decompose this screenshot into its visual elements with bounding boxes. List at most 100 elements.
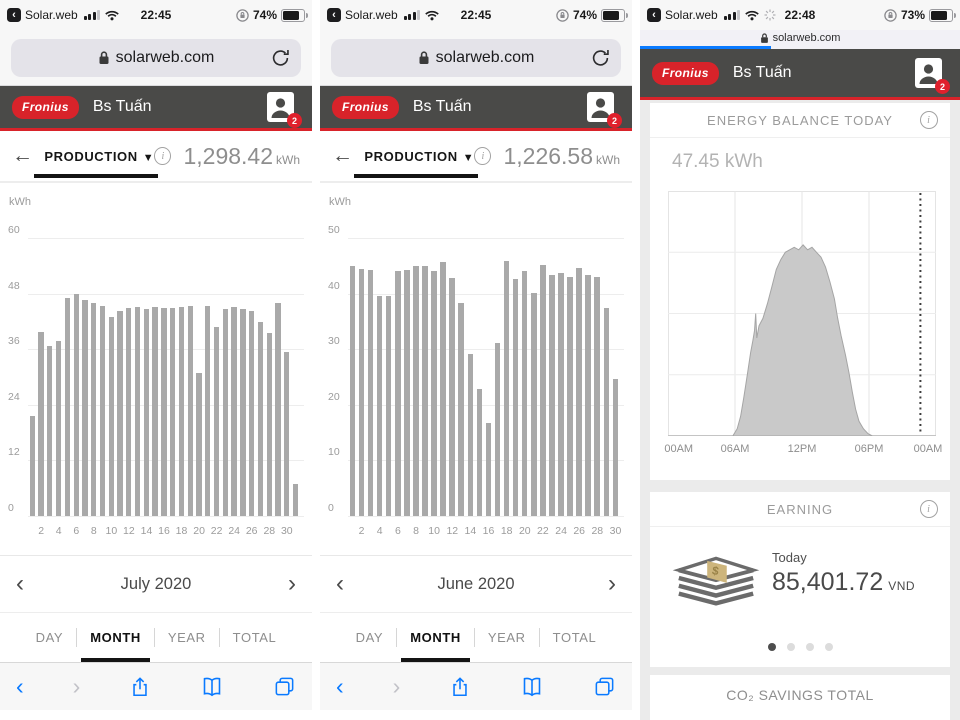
bar-day-24[interactable] — [231, 307, 237, 516]
back-arrow-icon[interactable]: ← — [332, 144, 353, 167]
compact-url-bar[interactable]: solarweb.com — [640, 30, 960, 46]
bar-day-5[interactable] — [385, 295, 392, 516]
safari-back-button[interactable]: ‹ — [16, 673, 24, 699]
bar-day-26[interactable] — [248, 311, 255, 516]
tab-day[interactable]: DAY — [35, 630, 64, 645]
bar-day-5[interactable] — [64, 297, 71, 516]
profile-button[interactable]: 2 — [587, 92, 622, 128]
tab-day[interactable]: DAY — [355, 630, 384, 645]
bar-day-8[interactable] — [413, 265, 419, 516]
bar-day-17[interactable] — [494, 343, 501, 516]
next-month-button[interactable]: › — [608, 570, 616, 597]
carousel-dot[interactable] — [786, 643, 795, 651]
bar-day-15[interactable] — [152, 307, 158, 516]
tab-year[interactable]: YEAR — [153, 628, 219, 647]
bar-day-11[interactable] — [117, 311, 123, 516]
safari-back-button[interactable]: ‹ — [336, 673, 344, 699]
bar-day-1[interactable] — [349, 266, 356, 516]
bar-day-9[interactable] — [422, 265, 428, 516]
bar-day-25[interactable] — [240, 308, 246, 516]
info-icon[interactable] — [920, 500, 938, 518]
info-icon[interactable] — [474, 147, 492, 165]
chart-plot-area[interactable]: 50 40 30 20 10 0 2 4 6 8 10 12 14 16 18 20 22 24 26 28 30 — [328, 224, 624, 537]
bar-day-29[interactable] — [603, 308, 610, 516]
bar-day-13[interactable] — [134, 307, 141, 516]
bar-day-18[interactable] — [178, 307, 185, 516]
chart-plot-area[interactable]: 60 48 36 24 12 0 2 4 6 8 10 12 14 16 18 20 22 24 26 28 30 — [8, 224, 304, 537]
bar-day-14[interactable] — [143, 308, 149, 516]
bar-day-6[interactable] — [395, 271, 401, 516]
bookmarks-icon[interactable] — [200, 675, 224, 699]
bar-day-23[interactable] — [549, 274, 555, 516]
bar-day-15[interactable] — [476, 389, 483, 516]
bar-day-22[interactable] — [540, 265, 546, 516]
bar-day-4[interactable] — [55, 340, 62, 516]
bar-day-8[interactable] — [91, 302, 97, 516]
tab-month[interactable]: MONTH — [396, 628, 474, 662]
bar-day-16[interactable] — [485, 422, 492, 516]
info-icon[interactable] — [920, 111, 938, 129]
bar-day-27[interactable] — [585, 274, 591, 516]
safari-forward-button[interactable]: › — [72, 673, 81, 699]
bar-day-4[interactable] — [376, 296, 383, 516]
bar-day-9[interactable] — [99, 306, 106, 516]
bar-day-25[interactable] — [567, 276, 573, 516]
url-field[interactable]: solarweb.com — [11, 38, 301, 77]
bar-day-12[interactable] — [449, 278, 455, 516]
bar-day-26[interactable] — [576, 268, 582, 516]
profile-button[interactable]: 2 — [267, 92, 302, 128]
bar-day-28[interactable] — [266, 332, 272, 516]
bookmarks-icon[interactable] — [520, 675, 544, 699]
prev-month-button[interactable]: ‹ — [16, 570, 24, 597]
bar-day-10[interactable] — [108, 317, 114, 516]
carousel-dot[interactable] — [805, 643, 814, 651]
bar-day-27[interactable] — [257, 321, 264, 516]
bar-day-19[interactable] — [512, 278, 519, 516]
bar-day-29[interactable] — [275, 302, 281, 516]
bar-day-1[interactable] — [29, 415, 35, 516]
bar-day-30[interactable] — [612, 379, 619, 516]
tab-month[interactable]: MONTH — [76, 628, 154, 662]
bar-day-31[interactable] — [292, 484, 299, 516]
bar-day-28[interactable] — [594, 276, 600, 516]
bar-day-6[interactable] — [73, 294, 79, 516]
bar-day-18[interactable] — [503, 261, 510, 516]
bar-day-3[interactable] — [367, 270, 374, 516]
share-icon[interactable] — [129, 675, 151, 699]
tabs-icon[interactable] — [593, 675, 616, 698]
prev-month-button[interactable]: ‹ — [336, 570, 344, 597]
tab-year[interactable]: YEAR — [473, 628, 539, 647]
bar-day-13[interactable] — [458, 303, 464, 516]
bar-day-3[interactable] — [47, 346, 53, 516]
reload-icon[interactable] — [590, 47, 611, 69]
carousel-dot[interactable] — [767, 643, 776, 651]
bar-day-16[interactable] — [161, 308, 167, 516]
bar-day-2[interactable] — [38, 332, 44, 516]
bar-day-24[interactable] — [558, 273, 564, 516]
back-arrow-icon[interactable]: ← — [12, 144, 33, 167]
bar-day-11[interactable] — [440, 261, 446, 516]
tabs-icon[interactable] — [273, 675, 296, 698]
profile-button[interactable]: 2 — [915, 58, 950, 94]
bar-day-20[interactable] — [521, 271, 528, 516]
bar-day-30[interactable] — [284, 352, 290, 516]
carousel-dot[interactable] — [824, 643, 833, 651]
bar-day-20[interactable] — [196, 372, 202, 516]
mode-dropdown[interactable]: PRODUCTION ▼ — [34, 148, 159, 178]
bar-day-17[interactable] — [170, 308, 176, 516]
back-to-app-icon[interactable]: ‹ — [647, 8, 661, 22]
info-icon[interactable] — [154, 147, 172, 165]
back-to-app-icon[interactable]: ‹ — [327, 8, 341, 22]
mode-dropdown[interactable]: PRODUCTION ▼ — [354, 148, 479, 178]
url-field[interactable]: solarweb.com — [331, 38, 621, 77]
back-to-app-icon[interactable]: ‹ — [7, 8, 21, 22]
reload-icon[interactable] — [270, 47, 291, 69]
next-month-button[interactable]: › — [288, 570, 296, 597]
bar-day-19[interactable] — [187, 306, 193, 516]
bar-day-2[interactable] — [358, 268, 365, 516]
bar-day-23[interactable] — [222, 309, 228, 516]
tab-total[interactable]: TOTAL — [218, 628, 290, 647]
bar-day-21[interactable] — [531, 293, 537, 516]
bar-day-14[interactable] — [467, 354, 474, 516]
share-icon[interactable] — [449, 675, 471, 699]
